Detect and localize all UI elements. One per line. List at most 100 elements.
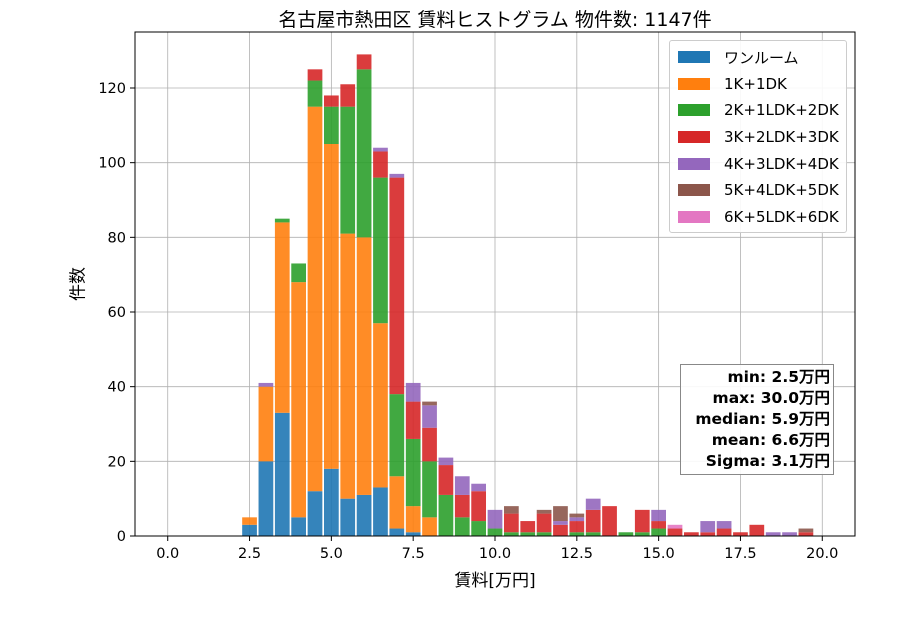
histogram-bar	[634, 509, 650, 533]
x-tick-label: 0.0	[156, 546, 179, 562]
histogram-bar	[438, 465, 454, 495]
histogram-bar	[389, 173, 405, 178]
histogram-bar	[651, 509, 666, 522]
histogram-bar	[307, 106, 323, 492]
histogram-bar	[536, 509, 552, 514]
y-tick-label: 60	[108, 305, 126, 321]
legend-swatch	[678, 157, 710, 170]
legend-label: 1K+1DK	[724, 74, 787, 93]
histogram-bar	[454, 476, 470, 495]
y-tick-label: 120	[98, 81, 126, 97]
histogram-bar	[700, 532, 716, 536]
legend-swatch	[678, 51, 710, 64]
legend-item: 3K+2LDK+3DK	[670, 124, 846, 151]
histogram-bar	[634, 532, 650, 536]
histogram-bar	[373, 487, 388, 536]
histogram-bar	[274, 222, 290, 413]
histogram-bar	[291, 263, 306, 283]
histogram-bar	[504, 506, 519, 514]
histogram-bar	[356, 494, 372, 536]
chart-title: 名古屋市熱田区 賃料ヒストグラム 物件数: 1147件	[278, 9, 712, 31]
histogram-bar	[471, 521, 486, 536]
histogram-bar	[585, 498, 601, 510]
histogram-bar	[405, 438, 421, 507]
histogram-bar	[716, 521, 732, 529]
histogram-bar	[422, 401, 437, 406]
x-tick-label: 20.0	[806, 546, 838, 562]
x-tick-label: 17.5	[724, 546, 756, 562]
histogram-bar	[585, 509, 601, 533]
histogram-bar	[324, 468, 339, 536]
legend-label: 3K+2LDK+3DK	[724, 128, 839, 147]
stats-box: min: 2.5万円 max: 30.0万円 median: 5.9万円 mea…	[680, 364, 834, 475]
histogram-bar	[373, 323, 388, 488]
legend-label: ワンルーム	[724, 48, 799, 67]
stat-min: min: 2.5万円	[727, 368, 830, 386]
histogram-bar	[569, 532, 585, 536]
histogram-bar	[553, 506, 568, 522]
histogram-bar	[405, 382, 421, 402]
x-tick-label: 5.0	[320, 546, 343, 562]
legend-swatch	[678, 131, 710, 144]
legend-item: 4K+3LDK+4DK	[670, 150, 846, 177]
legend-item: ワンルーム	[670, 44, 846, 71]
legend-swatch	[678, 77, 710, 90]
histogram-bar	[454, 517, 470, 536]
legend-swatch	[678, 104, 710, 117]
histogram-bar	[487, 509, 503, 529]
stat-sigma: Sigma: 3.1万円	[705, 452, 830, 470]
legend-item: 1K+1DK	[670, 71, 846, 98]
histogram-bar	[324, 95, 339, 107]
histogram-bar	[356, 69, 372, 238]
histogram-bar	[307, 69, 323, 81]
histogram-bar	[373, 147, 388, 152]
histogram-bar	[274, 218, 290, 223]
histogram-bar	[422, 517, 437, 536]
histogram-bar	[405, 506, 421, 533]
stat-mean: mean: 6.6万円	[711, 431, 830, 449]
histogram-bar	[307, 80, 323, 107]
legend-label: 4K+3LDK+4DK	[724, 154, 839, 173]
histogram-bar	[340, 84, 356, 107]
histogram-bar	[389, 528, 405, 536]
histogram-bar	[340, 498, 356, 536]
x-axis-label: 賃料[万円]	[454, 571, 536, 591]
histogram-bar	[389, 476, 405, 529]
histogram-bar	[487, 528, 503, 536]
histogram-bar	[716, 528, 732, 536]
legend-label: 6K+5LDK+6DK	[724, 207, 839, 226]
histogram-bar	[242, 517, 257, 525]
histogram-bar	[389, 177, 405, 395]
histogram-bar	[389, 394, 405, 477]
histogram-bar	[405, 401, 421, 439]
legend-label: 5K+4LDK+5DK	[724, 181, 839, 200]
histogram-bar	[569, 513, 585, 518]
histogram-bar	[471, 483, 486, 492]
histogram-bar	[422, 427, 437, 462]
y-axis-label: 件数	[68, 267, 89, 301]
histogram-bar	[307, 491, 323, 536]
legend-item: 5K+4LDK+5DK	[670, 177, 846, 204]
histogram-bar	[585, 532, 601, 536]
histogram-bar	[798, 528, 814, 533]
histogram-bar	[733, 532, 748, 536]
histogram-bar	[324, 144, 339, 469]
histogram-bar	[520, 532, 536, 536]
histogram-bar	[438, 457, 454, 466]
chart-legend: ワンルーム 1K+1DK 2K+1LDK+2DK 3K+2LDK+3DK 4K+3LDK…	[669, 40, 847, 234]
x-tick-label: 12.5	[561, 546, 593, 562]
histogram-bar	[782, 532, 797, 536]
histogram-bar	[651, 521, 666, 529]
histogram-bar	[700, 521, 716, 533]
legend-label: 2K+1LDK+2DK	[724, 101, 839, 120]
histogram-bar	[602, 506, 617, 536]
histogram-bar	[749, 524, 765, 536]
y-tick-label: 100	[98, 156, 126, 172]
histogram-bar	[242, 524, 257, 536]
histogram-bar	[258, 386, 274, 462]
histogram-bar	[798, 532, 814, 536]
histogram-bar	[373, 151, 388, 178]
stat-median: median: 5.9万円	[695, 410, 830, 428]
histogram-bar	[258, 382, 274, 387]
